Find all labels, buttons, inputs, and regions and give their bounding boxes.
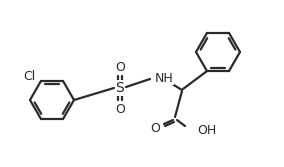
Text: NH: NH bbox=[155, 71, 174, 85]
Text: O: O bbox=[150, 122, 160, 134]
Text: O: O bbox=[115, 103, 125, 116]
Text: Cl: Cl bbox=[24, 70, 36, 84]
Text: O: O bbox=[115, 60, 125, 73]
Text: OH: OH bbox=[197, 124, 216, 136]
Text: S: S bbox=[116, 81, 124, 95]
